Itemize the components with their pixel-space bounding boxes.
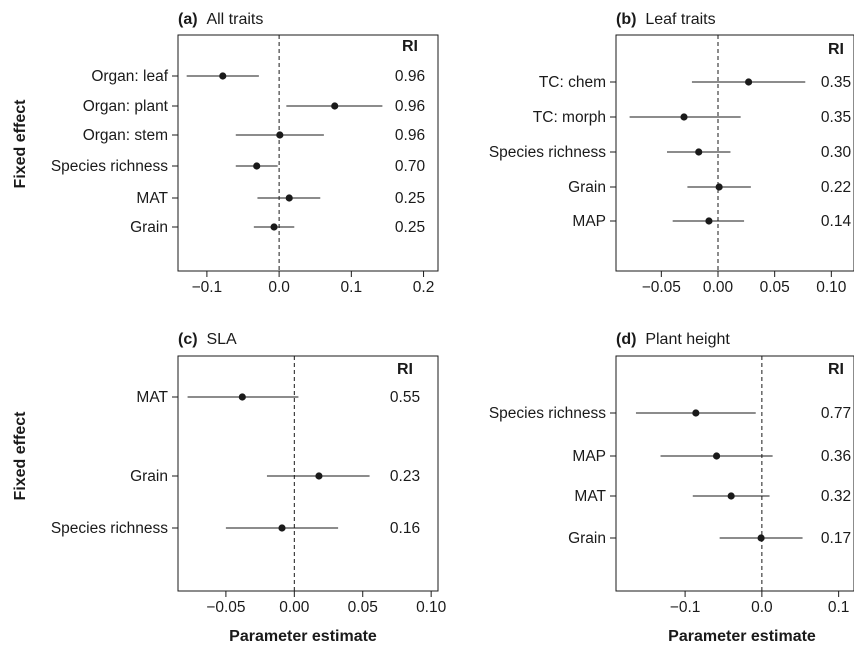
- ri-value: 0.32: [821, 488, 851, 505]
- category-label: Grain: [568, 179, 606, 196]
- ri-value: 0.55: [390, 389, 420, 406]
- ri-header: RI: [402, 38, 418, 55]
- x-axis-title-c: Parameter estimate: [229, 628, 377, 645]
- ri-value: 0.16: [390, 520, 420, 537]
- estimate-point: [757, 534, 765, 542]
- panel-title: (d) Plant height: [616, 331, 730, 348]
- estimate-point: [705, 217, 713, 225]
- category-label: MAT: [136, 389, 168, 406]
- x-tick-label: 0.2: [413, 279, 435, 296]
- ri-value: 0.14: [821, 213, 852, 230]
- x-tick-label: −0.05: [206, 599, 245, 616]
- panel-title-text: SLA: [198, 331, 237, 348]
- category-label: Organ: stem: [83, 127, 168, 144]
- category-label: Organ: leaf: [91, 68, 168, 85]
- ri-value: 0.36: [821, 448, 851, 465]
- estimate-point: [692, 409, 700, 417]
- ri-header: RI: [828, 361, 844, 378]
- estimate-point: [285, 194, 293, 202]
- panel-4: (d) Plant height RI Species richness 0.77 MA…: [489, 331, 854, 616]
- panel-2: (b) Leaf traits RI TC: chem 0.35 TC: morph 0.…: [489, 11, 854, 296]
- panel-title: (b) Leaf traits: [616, 11, 716, 28]
- x-tick-label: 0.0: [751, 599, 773, 616]
- panel-3: (c) SLA RI MAT 0.55 Grain 0.23 Species richnes…: [51, 331, 447, 616]
- ri-header: RI: [397, 361, 413, 378]
- ri-value: 0.25: [395, 190, 425, 207]
- ri-value: 0.70: [395, 158, 426, 175]
- category-label: Species richness: [51, 520, 168, 537]
- estimate-point: [270, 223, 278, 231]
- ri-value: 0.96: [395, 68, 425, 85]
- estimate-point: [695, 148, 703, 156]
- ri-value: 0.22: [821, 179, 851, 196]
- x-tick-label: 0.05: [760, 279, 790, 296]
- category-label: TC: morph: [533, 109, 606, 126]
- panel-title-text: Plant height: [636, 331, 730, 348]
- x-tick-label: 0.1: [828, 599, 850, 616]
- estimate-point: [253, 162, 261, 170]
- panel-title: (c) SLA: [178, 331, 237, 348]
- category-label: Species richness: [489, 144, 606, 161]
- y-axis-title-top: Fixed effect: [12, 99, 29, 189]
- estimate-point: [715, 183, 723, 191]
- panel-1: (a) All traits RI Organ: leaf 0.96 Organ: pl…: [51, 11, 439, 296]
- x-tick-label: −0.05: [642, 279, 681, 296]
- ri-value: 0.35: [821, 109, 851, 126]
- estimate-point: [278, 524, 286, 532]
- ri-value: 0.35: [821, 74, 851, 91]
- ri-value: 0.96: [395, 98, 425, 115]
- category-label: MAP: [572, 213, 606, 230]
- panel-letter: (b): [616, 11, 636, 28]
- ri-value: 0.25: [395, 219, 425, 236]
- estimate-point: [727, 492, 735, 500]
- plot-frame: [177, 355, 439, 592]
- x-tick-label: −0.1: [192, 279, 223, 296]
- category-label: Grain: [130, 219, 168, 236]
- category-label: Organ: plant: [83, 98, 169, 115]
- panel-title-text: All traits: [198, 11, 264, 28]
- category-label: MAT: [136, 190, 168, 207]
- panel-title-text: Leaf traits: [636, 11, 715, 28]
- ri-value: 0.17: [821, 530, 851, 547]
- estimate-point: [219, 72, 227, 80]
- estimate-point: [331, 102, 339, 110]
- estimate-point: [238, 393, 246, 401]
- x-tick-label: 0.05: [348, 599, 378, 616]
- category-label: Species richness: [51, 158, 168, 175]
- estimate-point: [745, 78, 753, 86]
- ri-value: 0.23: [390, 468, 420, 485]
- category-label: Grain: [130, 468, 168, 485]
- panel-letter: (a): [178, 11, 198, 28]
- x-tick-label: 0.1: [341, 279, 363, 296]
- ri-header: RI: [828, 41, 844, 58]
- category-label: MAP: [572, 448, 606, 465]
- category-label: Grain: [568, 530, 606, 547]
- panel-letter: (d): [616, 331, 636, 348]
- plot-frame: [177, 34, 439, 272]
- plot-frame: [615, 355, 854, 592]
- x-tick-label: 0.10: [816, 279, 847, 296]
- x-tick-label: 0.10: [416, 599, 447, 616]
- x-axis-title-d: Parameter estimate: [668, 628, 816, 645]
- x-tick-label: −0.1: [670, 599, 701, 616]
- estimate-point: [712, 452, 721, 460]
- x-tick-label: 0.0: [268, 279, 290, 296]
- category-label: MAT: [574, 488, 606, 505]
- x-tick-label: 0.00: [279, 599, 310, 616]
- ri-value: 0.30: [821, 144, 852, 161]
- ri-value: 0.96: [395, 127, 425, 144]
- panel-title: (a) All traits: [178, 11, 263, 28]
- estimate-point: [315, 472, 323, 480]
- category-label: Species richness: [489, 405, 606, 422]
- y-axis-title-bottom: Fixed effect: [12, 411, 29, 501]
- ri-value: 0.77: [821, 405, 851, 422]
- panel-letter: (c): [178, 331, 198, 348]
- estimate-point: [276, 131, 284, 139]
- estimate-point: [680, 113, 688, 121]
- category-label: TC: chem: [539, 74, 606, 91]
- x-tick-label: 0.00: [703, 279, 734, 296]
- plot-frame: [615, 34, 854, 272]
